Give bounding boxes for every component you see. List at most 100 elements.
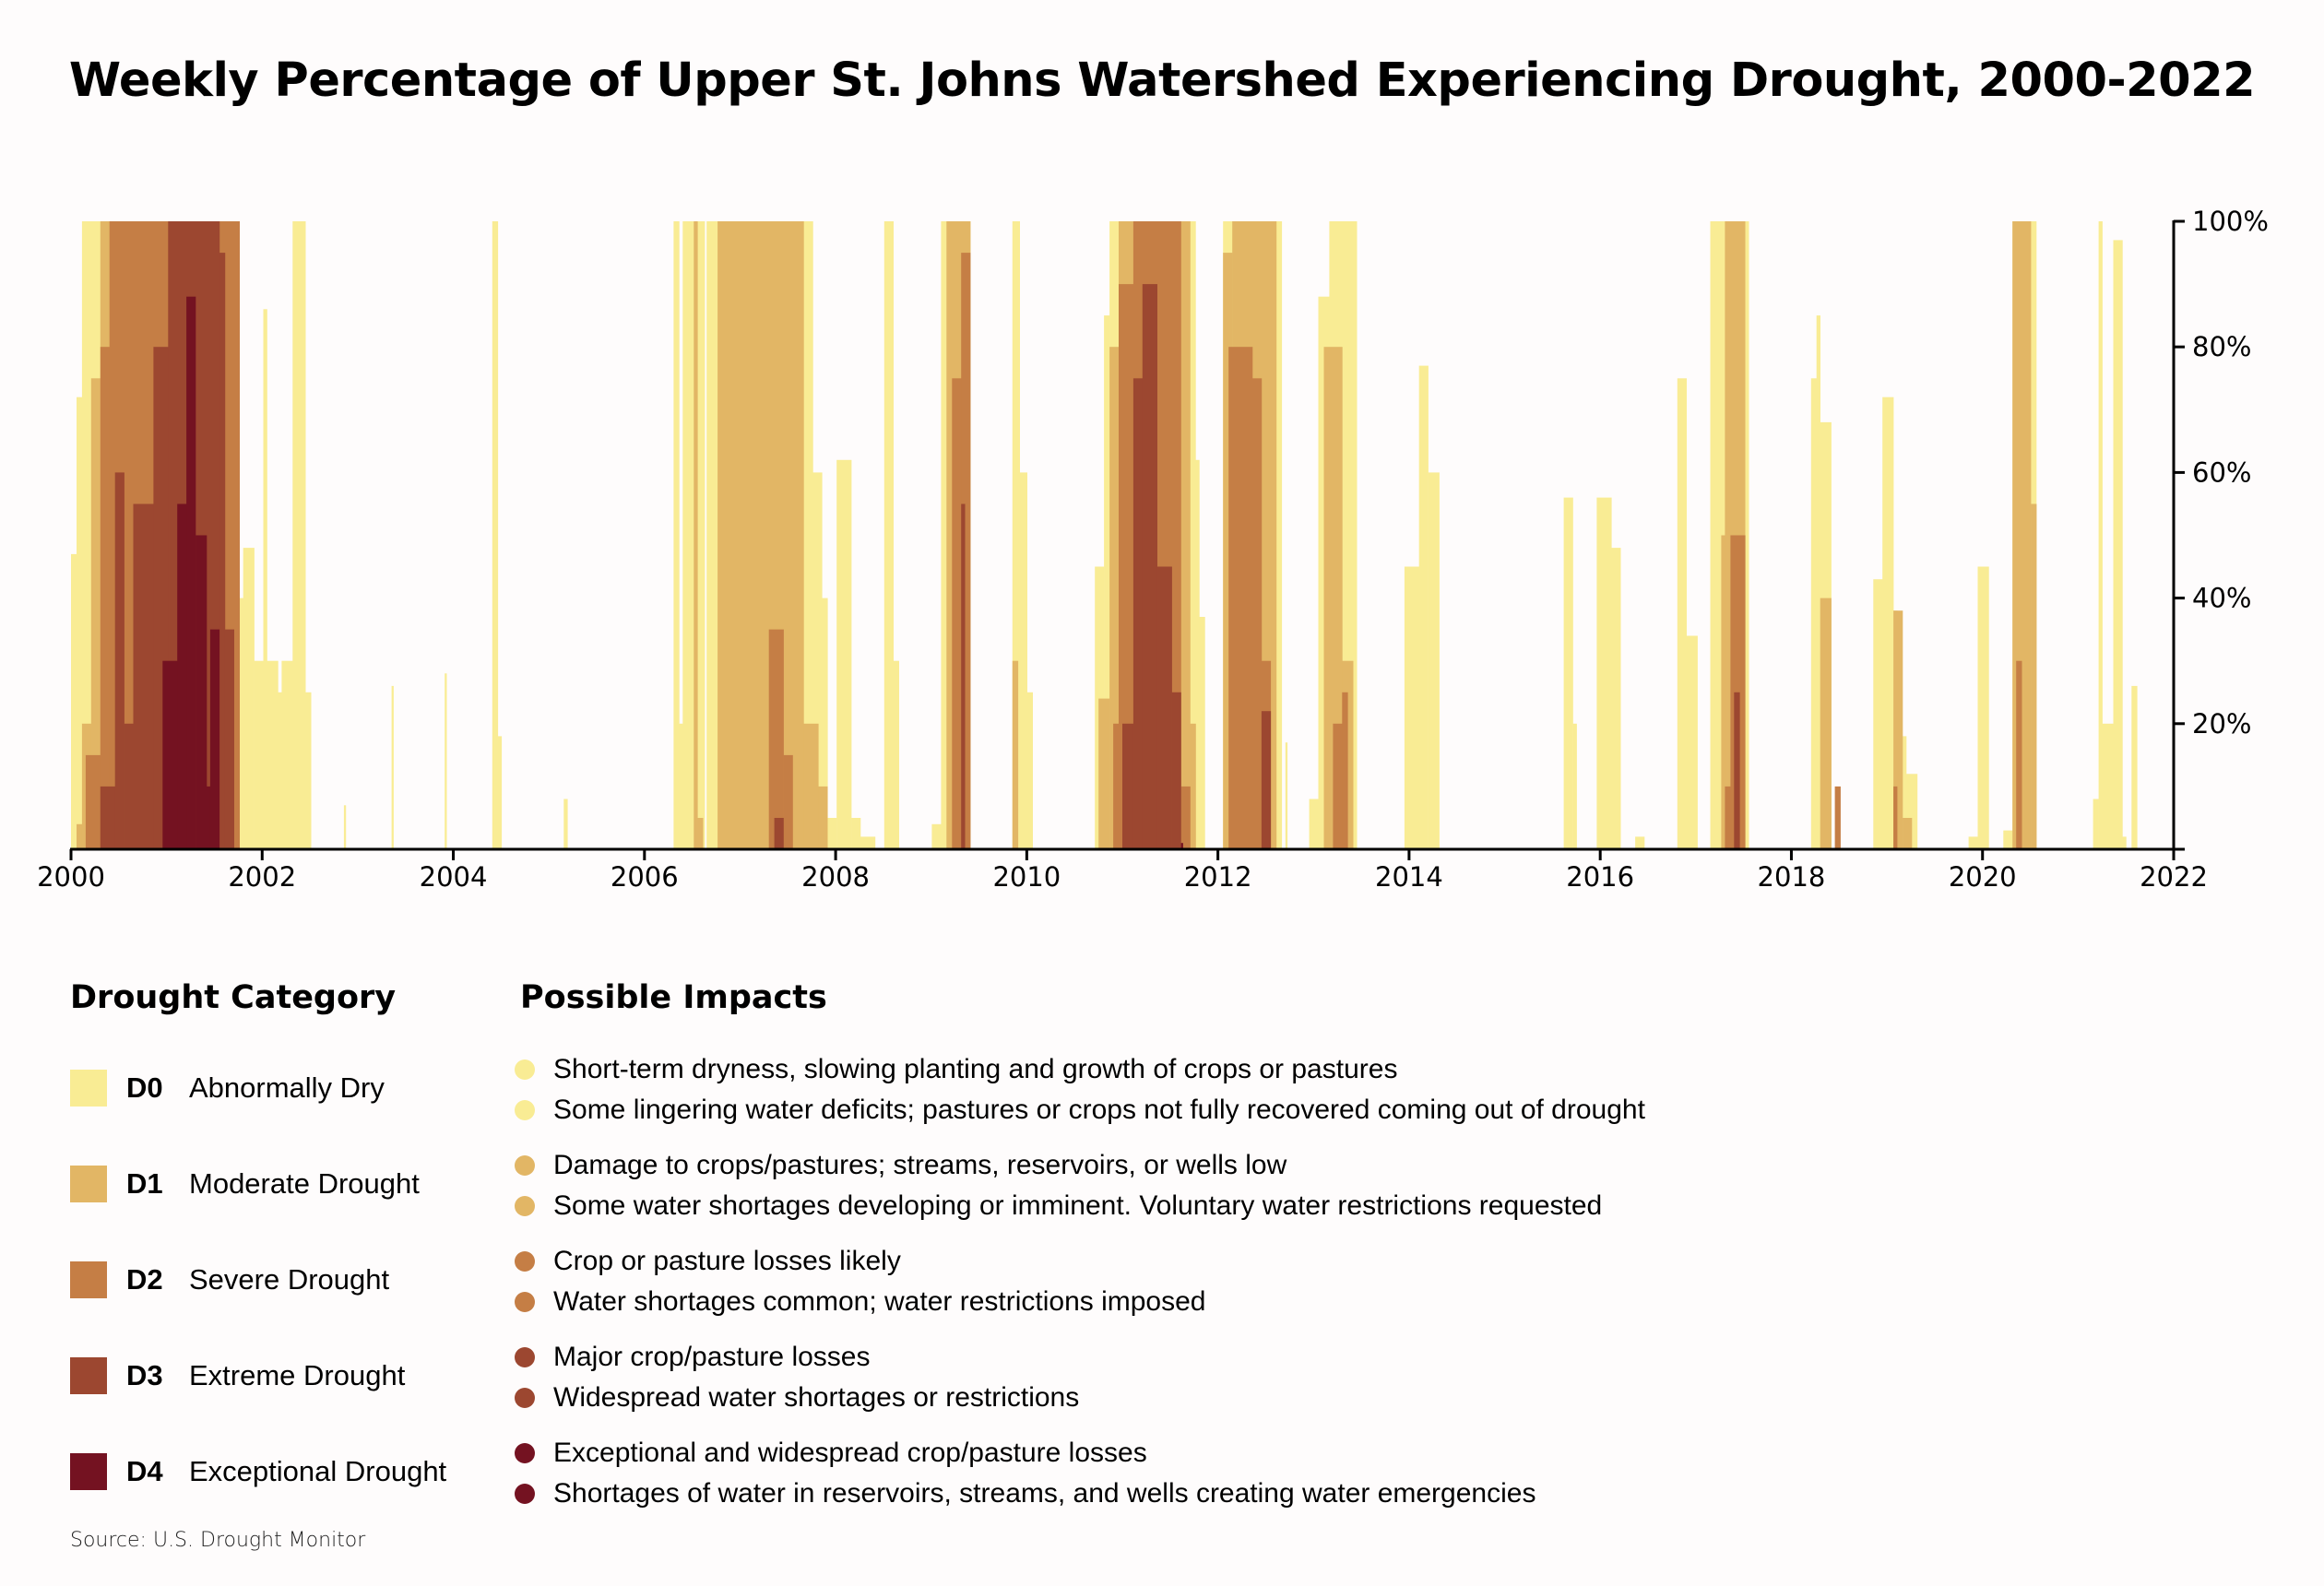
- drought-bar: [1180, 843, 1183, 849]
- drought-bar: [1810, 378, 1818, 850]
- drought-bar: [1677, 378, 1687, 850]
- legend-code: D1: [126, 1167, 163, 1200]
- drought-bar: [177, 503, 187, 849]
- drought-bar: [1190, 723, 1196, 849]
- drought-bar: [2102, 723, 2114, 849]
- impact-text: Major crop/pasture losses: [553, 1342, 871, 1372]
- drought-bar: [1252, 378, 1263, 850]
- x-tick-label: 2018: [1758, 861, 1826, 893]
- legend-item-d0: D0 Abnormally Dry: [70, 1070, 385, 1107]
- drought-bar: [2093, 799, 2099, 849]
- drought-bar: [961, 503, 966, 849]
- drought-bar: [1142, 284, 1157, 850]
- drought-bar: [1333, 723, 1343, 849]
- x-tick-label: 2016: [1566, 861, 1634, 893]
- drought-bar: [1228, 347, 1253, 849]
- drought-bar: [1026, 692, 1033, 850]
- impact-group-d4: Exceptional and widespread crop/pasture …: [515, 1433, 1536, 1514]
- bullet-dot-icon: [515, 1100, 535, 1120]
- y-tick-label: 20%: [2192, 708, 2251, 740]
- legend-item-d3: D3 Extreme Drought: [70, 1357, 405, 1394]
- x-tick-label: 2012: [1184, 861, 1252, 893]
- drought-bar: [1223, 253, 1233, 850]
- legend-label: Severe Drought: [189, 1263, 390, 1296]
- drought-bar: [1834, 786, 1841, 849]
- drought-chart: 2000 2002 2004 2006 2008 2010 2012 2014 2016 2018…: [37, 206, 2269, 893]
- drought-bar: [1611, 548, 1621, 849]
- drought-bar: [292, 221, 306, 849]
- drought-bar: [931, 823, 942, 849]
- drought-bar: [219, 253, 226, 850]
- impact-text: Some lingering water deficits; pastures …: [553, 1095, 1645, 1125]
- drought-bar: [281, 660, 293, 849]
- impact-text: Short-term dryness, slowing planting and…: [553, 1054, 1398, 1084]
- drought-bar: [697, 818, 704, 849]
- x-tick-label: 2020: [1949, 861, 2017, 893]
- drought-bar: [124, 723, 134, 849]
- impact-item: Shortages of water in reservoirs, stream…: [515, 1474, 1536, 1514]
- drought-bar: [1977, 566, 1989, 849]
- impact-item: Water shortages common; water restrictio…: [515, 1282, 1205, 1322]
- drought-bar: [196, 535, 208, 849]
- y-tick-label: 80%: [2192, 331, 2251, 362]
- drought-bar: [133, 503, 154, 849]
- drought-bar: [1342, 692, 1348, 850]
- impact-item: Some water shortages developing or immin…: [515, 1186, 1602, 1226]
- legend-label: Exceptional Drought: [189, 1455, 447, 1487]
- legend-code: D2: [126, 1263, 163, 1296]
- drought-bar: [1816, 315, 1820, 850]
- impact-group-d2: Crop or pasture losses likely Water short…: [515, 1241, 1205, 1322]
- impact-item: Major crop/pasture losses: [515, 1337, 1079, 1378]
- drought-bar: [1596, 497, 1612, 849]
- drought-bar: [803, 723, 819, 849]
- drought-bar: [952, 378, 962, 850]
- drought-bar: [1404, 566, 1420, 849]
- drought-bar: [2098, 221, 2103, 849]
- drought-bar: [1012, 660, 1019, 849]
- drought-bar: [391, 685, 394, 849]
- impact-text: Exceptional and widespread crop/pasture …: [553, 1438, 1147, 1468]
- drought-bar: [305, 692, 312, 850]
- drought-bar: [77, 396, 83, 849]
- x-tick-label: 2008: [801, 861, 870, 893]
- x-tick-label: 2010: [992, 861, 1061, 893]
- drought-bar: [77, 823, 83, 849]
- impact-text: Some water shortages developing or immin…: [553, 1190, 1603, 1221]
- legend-swatch: [70, 1166, 107, 1202]
- drought-bar: [883, 221, 894, 849]
- drought-bar: [237, 598, 243, 849]
- drought-bar: [1132, 378, 1144, 850]
- chart-bars: [71, 221, 2138, 850]
- impact-item: Exceptional and widespread crop/pasture …: [515, 1433, 1536, 1474]
- drought-bar: [961, 253, 971, 850]
- drought-bar: [343, 805, 347, 849]
- drought-bar: [267, 660, 279, 849]
- drought-bar: [694, 221, 698, 849]
- impact-text: Shortages of water in reservoirs, stream…: [553, 1478, 1536, 1509]
- drought-bar: [1635, 836, 1645, 849]
- drought-bar: [100, 786, 115, 849]
- drought-bar: [1686, 635, 1698, 849]
- impact-item: Damage to crops/pastures; streams, reser…: [515, 1145, 1602, 1186]
- drought-bar: [1893, 786, 1898, 849]
- drought-bar: [1261, 711, 1272, 849]
- drought-bar: [1428, 472, 1440, 849]
- drought-bar: [1893, 610, 1903, 849]
- y-tick-label: 40%: [2192, 583, 2251, 614]
- drought-bar: [85, 754, 101, 849]
- drought-bar: [90, 378, 101, 850]
- x-tick-label: 2022: [2140, 861, 2208, 893]
- drought-bar: [717, 221, 804, 849]
- drought-bar: [1104, 315, 1110, 850]
- drought-bar: [1572, 723, 1577, 849]
- legend-swatch: [70, 1453, 107, 1490]
- drought-bar: [1171, 692, 1181, 850]
- drought-bar: [186, 296, 196, 849]
- drought-bar: [1012, 221, 1020, 849]
- drought-bar: [1418, 365, 1429, 850]
- legend-swatch: [70, 1070, 107, 1107]
- legend-swatch: [70, 1357, 107, 1394]
- drought-bar: [1098, 698, 1110, 849]
- drought-bar: [492, 221, 499, 849]
- possible-impacts-heading: Possible Impacts: [520, 979, 827, 1016]
